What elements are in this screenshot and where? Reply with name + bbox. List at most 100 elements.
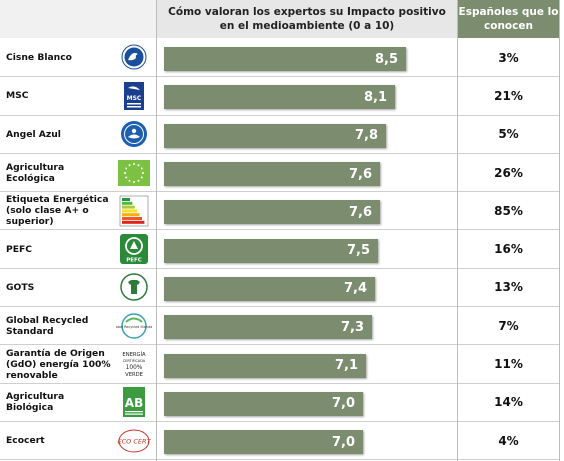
known-percentage: 13% (458, 269, 559, 308)
known-percentage: 26% (458, 154, 559, 193)
bar-cell (157, 384, 457, 422)
known-percentage: 4% (458, 422, 559, 461)
score-column-title: Cómo valoran los expertos su Impacto pos… (168, 6, 446, 32)
column-divider (156, 0, 157, 461)
certification-logo: MSC (116, 80, 152, 112)
certification-logo: ECO CERT (116, 425, 152, 457)
score-bar: 7,1 (164, 353, 366, 378)
score-value-label: 7,3 (340, 319, 364, 335)
certification-logo (116, 118, 152, 150)
nordic-swan-logo (121, 44, 147, 70)
column-divider (457, 0, 458, 461)
known-percentage: 7% (458, 307, 559, 346)
score-bar: 7,3 (164, 315, 372, 340)
score-bar: 7,5 (164, 238, 378, 263)
bar-cell (157, 192, 457, 231)
msc-logo-text: MSC (127, 95, 142, 102)
category-label: Global Recycled Standard (6, 314, 89, 337)
score-bar: 8,5 (164, 47, 406, 72)
row-label-cell: Cisne Blanco (0, 39, 156, 78)
gdo-logo-line3: 100% (126, 365, 143, 371)
category-label: PEFC (6, 243, 33, 255)
row-label-cell: Garantía de Origen (GdO) energía 100% re… (0, 345, 156, 384)
row-label-cell: PEFC PEFC (0, 231, 156, 269)
energy-label-logo (119, 195, 149, 227)
known-percentage: 21% (458, 77, 559, 116)
score-bar: 7,4 (164, 276, 375, 301)
category-label: Etiqueta Energética (solo clase A+ o sup… (6, 194, 109, 228)
header-blank-cell (0, 0, 156, 38)
row-label-cell: GOTS (0, 269, 156, 308)
known-percentage: 16% (458, 231, 559, 269)
score-value-label: 7,0 (331, 396, 355, 412)
certification-logo (116, 157, 152, 189)
known-percentage: 11% (458, 345, 559, 384)
known-percentage: 85% (458, 192, 559, 231)
ab-logo-text: AB (125, 396, 143, 410)
row-label-cell: Etiqueta Energética (solo clase A+ o sup… (0, 192, 156, 231)
category-label: Garantía de Origen (GdO) energía 100% re… (6, 347, 111, 381)
category-label: Agricultura Ecológica (6, 161, 65, 184)
bar-cell (157, 422, 457, 461)
bar-cell (157, 77, 457, 116)
bar-cell (157, 231, 457, 269)
row-label-cell: Global Recycled Standard Global Recycled … (0, 307, 156, 346)
msc-logo: MSC (124, 81, 144, 110)
score-value-label: 7,1 (334, 358, 358, 374)
score-bar: 8,1 (164, 85, 395, 110)
category-label: Angel Azul (6, 128, 61, 140)
blue-angel-logo (121, 121, 147, 148)
known-percentage: 14% (458, 384, 559, 422)
score-bar: 7,0 (164, 391, 363, 416)
ab-logo: AB (123, 387, 145, 418)
row-label-cell: Agricultura Biológica AB (0, 384, 156, 422)
certification-logo (116, 271, 152, 303)
bar-cell (157, 154, 457, 193)
column-divider (559, 0, 560, 461)
known-column-header: Españoles que lo conocen (458, 0, 559, 38)
bar-cell (157, 345, 457, 384)
eu-organic-leaf-logo (118, 159, 150, 186)
pefc-logo-text: PEFC (126, 258, 142, 264)
gdo-logo-line4: VERDE (125, 372, 143, 378)
category-label: Agricultura Biológica (6, 391, 65, 414)
gots-logo (120, 273, 148, 302)
score-value-label: 7,0 (331, 434, 355, 450)
global-recycled-standard-logo: Global Recycled Standard (116, 312, 152, 339)
certification-logo (116, 195, 152, 227)
score-value-label: 7,6 (348, 166, 372, 182)
row-label-cell: Ecocert ECO CERT (0, 422, 156, 461)
pefc-logo: PEFC (120, 234, 148, 265)
category-label: MSC (6, 90, 29, 102)
score-value-label: 7,5 (346, 243, 370, 259)
known-column-title: Españoles que lo conocen (458, 6, 559, 32)
bar-cell (157, 269, 457, 308)
certification-logo: ENERGÍA CERTIFICADA 100% VERDE (116, 348, 152, 380)
category-label: Ecocert (6, 435, 45, 447)
score-bar: 7,6 (164, 200, 380, 225)
score-column-header: Cómo valoran los expertos su Impacto pos… (157, 0, 457, 38)
score-value-label: 8,5 (374, 51, 398, 67)
known-percentage: 5% (458, 116, 559, 154)
known-percentage: 3% (458, 39, 559, 78)
bar-cell (157, 116, 457, 154)
certification-logo: AB (116, 386, 152, 418)
bar-cell (157, 307, 457, 346)
ecocert-logo-text: ECO CERT (118, 437, 152, 445)
certification-logo: Global Recycled Standard (116, 310, 152, 342)
category-label: GOTS (6, 281, 35, 293)
score-value-label: 7,4 (343, 281, 367, 297)
grs-logo-text: Global Recycled Standard (116, 325, 152, 329)
row-label-cell: Angel Azul (0, 116, 156, 154)
score-bar: 7,0 (164, 430, 363, 455)
gdo-logo-line1: ENERGÍA (122, 351, 146, 358)
category-label: Cisne Blanco (6, 52, 72, 64)
bar-cell (157, 39, 457, 78)
score-bar: 7,6 (164, 162, 380, 187)
score-bar: 7,8 (164, 123, 386, 148)
certification-logo (116, 42, 152, 74)
score-value-label: 7,6 (348, 204, 372, 220)
row-label-cell: Agricultura Ecológica (0, 154, 156, 193)
